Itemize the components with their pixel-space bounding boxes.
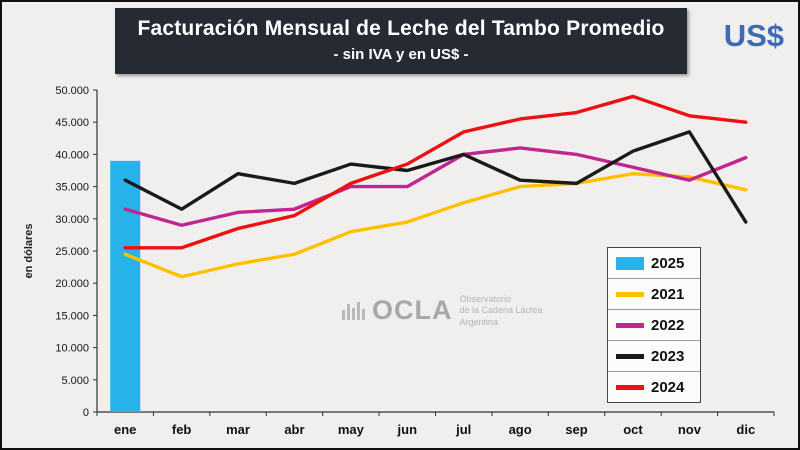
series-line-2023	[123, 130, 748, 224]
y-tick-label: 5.000	[61, 375, 89, 387]
x-tick-label: sep	[565, 422, 587, 437]
x-tick-label: jul	[455, 422, 471, 437]
x-tick-label: nov	[678, 422, 702, 437]
x-tick-label: may	[338, 422, 365, 437]
y-tick-label: 25.000	[55, 246, 89, 258]
bar-2025	[110, 160, 141, 412]
series-line-2024	[123, 94, 748, 250]
chart-legend: 2025 2021 2022 2023 2024	[607, 247, 701, 403]
y-tick-label: 15.000	[55, 310, 89, 322]
legend-label-2024: 2024	[651, 378, 685, 396]
legend-label-2023: 2023	[651, 347, 685, 365]
y-tick-label: 40.000	[55, 149, 89, 161]
x-tick-label: mar	[226, 422, 250, 437]
legend-label-2021: 2021	[651, 285, 685, 303]
x-tick-label: abr	[284, 422, 304, 437]
x-tick-label: dic	[736, 422, 755, 437]
legend-item-2022: 2022	[608, 310, 700, 341]
legend-item-2021: 2021	[608, 279, 700, 310]
x-tick-label: jun	[397, 422, 418, 437]
currency-label: US$	[723, 18, 784, 53]
series-line-2022	[123, 146, 748, 227]
legend-swatch-2023	[616, 353, 644, 359]
legend-swatch-2021	[616, 291, 644, 297]
legend-item-2023: 2023	[608, 341, 700, 372]
chart-subtitle: - sin IVA y en US$ -	[333, 46, 469, 63]
y-tick-label: 20.000	[55, 278, 89, 290]
chart-title-band: Facturación Mensual de Leche del Tambo P…	[115, 8, 687, 74]
legend-label-2025: 2025	[651, 254, 685, 272]
y-tick-label: 0	[83, 407, 89, 419]
y-tick-label: 10.000	[55, 343, 89, 355]
x-tick-label: oct	[623, 422, 643, 437]
y-tick-label: 50.000	[55, 85, 89, 97]
series-line-2021	[123, 172, 748, 279]
legend-swatch-2022	[616, 322, 644, 328]
legend-item-2024: 2024	[608, 372, 700, 402]
y-tick-label: 35.000	[55, 182, 89, 194]
axes	[96, 90, 774, 413]
y-tick-label: 45.000	[55, 117, 89, 129]
legend-item-2025: 2025	[608, 248, 700, 279]
y-tick-label: 30.000	[55, 214, 89, 226]
legend-swatch-2024	[616, 384, 644, 390]
chart-title: Facturación Mensual de Leche del Tambo P…	[137, 17, 665, 40]
x-tick-label: ene	[114, 422, 136, 437]
y-axis-title: en dólares	[23, 223, 35, 278]
legend-swatch-2025	[616, 256, 644, 270]
legend-label-2022: 2022	[651, 316, 685, 334]
x-tick-label: feb	[172, 422, 192, 437]
x-tick-label: ago	[509, 422, 532, 437]
